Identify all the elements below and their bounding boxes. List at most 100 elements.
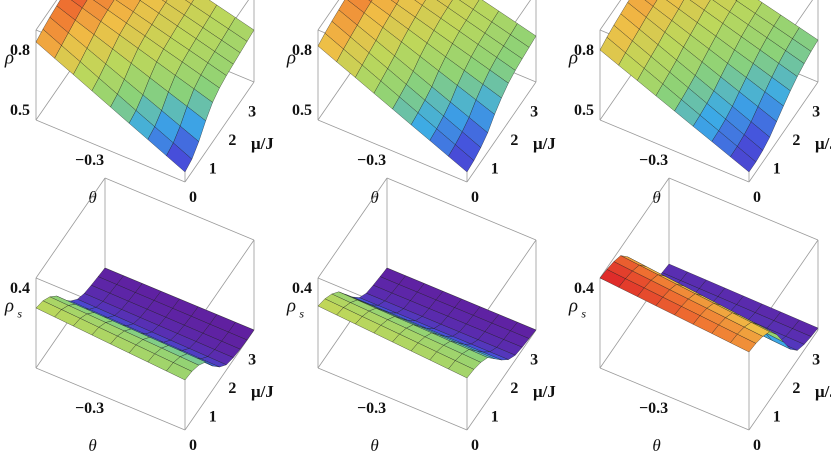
- mu-tick-label: 2: [228, 132, 236, 149]
- surface-patch: [166, 142, 193, 173]
- box-edge: [466, 329, 537, 431]
- mu-tick-label: 1: [209, 408, 217, 425]
- mu-tick-label: 2: [510, 132, 518, 149]
- theta-tick-label: −0.3: [639, 400, 668, 417]
- z-axis-label: ρ: [286, 48, 296, 69]
- mu-tick-label: 3: [812, 351, 820, 368]
- mu-tick-label: 2: [510, 380, 518, 397]
- mu-tick-label: 1: [491, 160, 499, 177]
- z-axis-label-subscript: s: [299, 307, 304, 321]
- surface: [317, 0, 537, 173]
- mu-tick-label: 0: [471, 189, 479, 206]
- mu-axis-label: μ/J: [251, 382, 274, 401]
- z-axis-label: ρ: [4, 296, 14, 317]
- mu-tick-label: 2: [792, 132, 800, 149]
- surface: [35, 0, 255, 173]
- box-edge: [748, 81, 819, 183]
- mu-tick-label: 2: [228, 380, 236, 397]
- mu-tick-label: 3: [248, 103, 256, 120]
- mu-tick-label: 0: [189, 437, 197, 453]
- surface: [599, 255, 819, 353]
- z-tick-label: 0.4: [10, 280, 30, 297]
- mu-tick-label: 3: [812, 103, 820, 120]
- z-axis-label-subscript: s: [581, 307, 586, 321]
- box-edge: [104, 177, 255, 241]
- surface: [35, 267, 255, 381]
- surface: [317, 267, 537, 379]
- z-axis-label: ρ: [568, 48, 578, 69]
- box-edge: [35, 367, 186, 431]
- surface-patch: [390, 0, 400, 5]
- box-edge: [184, 81, 255, 183]
- theta-axis-label: θ: [370, 436, 378, 453]
- surface-patch: [730, 333, 757, 353]
- mu-tick-label: 1: [491, 408, 499, 425]
- box-edge: [317, 0, 340, 31]
- mu-tick-label: 2: [792, 380, 800, 397]
- z-axis-label-subscript: s: [17, 307, 22, 321]
- box-edge: [668, 177, 819, 241]
- z-axis-label: ρ: [4, 48, 14, 69]
- theta-axis-label: θ: [88, 436, 96, 453]
- theta-tick-label: −0.3: [75, 400, 104, 417]
- z-tick-label: 0.8: [292, 42, 312, 59]
- z-tick-label: 0.8: [574, 42, 594, 59]
- theta-tick-label: −0.3: [357, 152, 386, 169]
- mu-tick-label: 0: [471, 437, 479, 453]
- box-edge: [35, 177, 106, 279]
- mu-tick-label: 0: [189, 189, 197, 206]
- z-tick-label: 0.4: [292, 280, 312, 297]
- theta-tick-label: −0.3: [639, 152, 668, 169]
- box-edge: [599, 367, 750, 431]
- box-edge: [599, 177, 670, 279]
- z-axis-label: ρ: [568, 296, 578, 317]
- box-edge: [317, 119, 468, 183]
- z-tick-label: 0.5: [574, 102, 594, 119]
- theta-tick-label: −0.3: [75, 152, 104, 169]
- theta-axis-label: θ: [652, 436, 660, 453]
- box-edge: [35, 0, 58, 31]
- mu-tick-label: 0: [753, 437, 761, 453]
- box-edge: [599, 0, 622, 31]
- mu-tick-label: 1: [773, 408, 781, 425]
- box-edge: [748, 329, 819, 431]
- mu-tick-label: 3: [530, 103, 538, 120]
- box-edge: [184, 329, 255, 431]
- box-edge: [599, 119, 750, 183]
- mu-tick-label: 1: [773, 160, 781, 177]
- box-edge: [317, 177, 388, 279]
- mu-axis-label: μ/J: [533, 382, 556, 401]
- theta-tick-label: −0.3: [357, 400, 386, 417]
- mu-tick-label: 3: [248, 351, 256, 368]
- box-edge: [35, 119, 186, 183]
- z-tick-label: 0.5: [10, 102, 30, 119]
- z-axis-label: ρ: [286, 296, 296, 317]
- theta-axis-label: θ: [652, 188, 660, 207]
- box-edge: [386, 177, 537, 241]
- z-tick-label: 0.4: [574, 280, 594, 297]
- mu-tick-label: 1: [209, 160, 217, 177]
- mu-tick-label: 0: [753, 189, 761, 206]
- theta-axis-label: θ: [370, 188, 378, 207]
- mu-axis-label: μ/J: [533, 134, 556, 153]
- z-tick-label: 0.5: [292, 102, 312, 119]
- theta-axis-label: θ: [88, 188, 96, 207]
- surface-patch: [730, 146, 757, 173]
- surface-patch: [166, 362, 193, 381]
- z-tick-label: 0.8: [10, 42, 30, 59]
- surface: [599, 0, 819, 173]
- box-edge: [317, 367, 468, 431]
- surface-patch: [448, 144, 475, 173]
- mu-axis-label: μ/J: [815, 382, 831, 401]
- mu-axis-label: μ/J: [251, 134, 274, 153]
- surface-patch: [184, 0, 194, 5]
- mu-axis-label: μ/J: [815, 134, 831, 153]
